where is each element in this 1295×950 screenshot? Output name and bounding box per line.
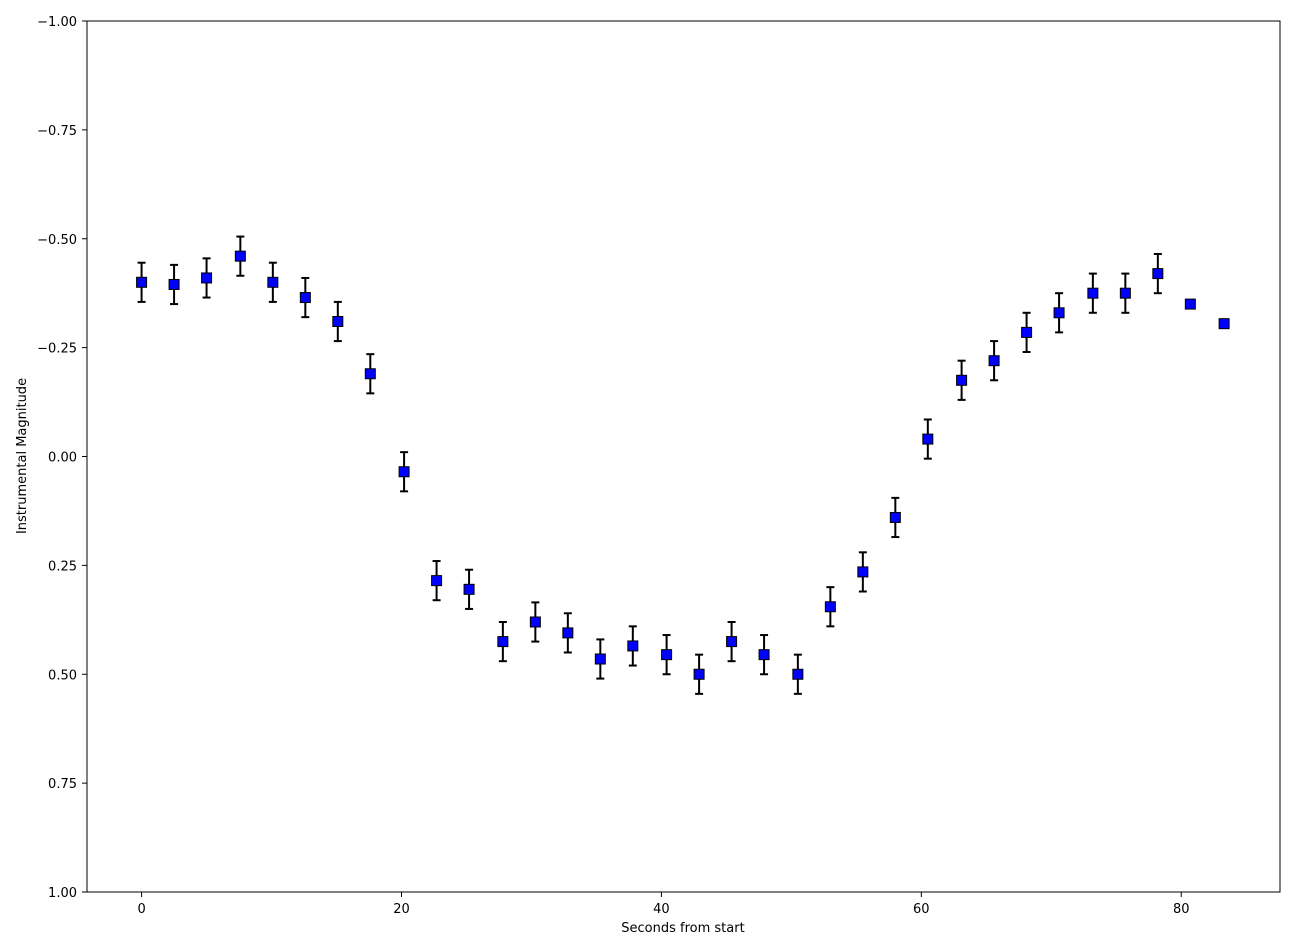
data-point [267, 276, 279, 288]
y-tick-label: −1.00 [37, 15, 77, 30]
data-point [693, 668, 705, 680]
x-tick-label: 60 [913, 902, 930, 917]
data-point [529, 616, 541, 628]
plot-frame [86, 20, 1281, 893]
data-point [234, 250, 246, 262]
data-point [661, 649, 673, 661]
data-point [726, 636, 738, 648]
data-point [332, 315, 344, 327]
data-points [136, 250, 1230, 680]
data-point [497, 636, 509, 648]
data-point [562, 627, 574, 639]
x-tick-label: 0 [137, 902, 145, 917]
data-point [299, 292, 311, 304]
data-point [594, 653, 606, 665]
data-point [1218, 318, 1230, 330]
data-point [956, 374, 968, 386]
y-tick-label: −0.25 [37, 342, 77, 357]
data-point [1184, 298, 1196, 310]
data-point [627, 640, 639, 652]
y-tick-label: −0.50 [37, 233, 77, 248]
x-tick-label: 80 [1173, 902, 1190, 917]
data-point [364, 368, 376, 380]
data-point [136, 276, 148, 288]
data-point [988, 355, 1000, 367]
y-axis-title: Instrumental Magnitude [15, 378, 30, 534]
x-tick-label: 40 [653, 902, 670, 917]
data-point [758, 649, 770, 661]
data-point [922, 433, 934, 445]
data-point [824, 601, 836, 613]
y-tick-label: 0.25 [48, 559, 77, 574]
y-tick-label: −0.75 [37, 124, 77, 139]
x-axis-title: Seconds from start [621, 921, 744, 936]
data-point [857, 566, 869, 578]
data-point [398, 466, 410, 478]
y-tick-label: 0.75 [48, 777, 77, 792]
data-point [792, 668, 804, 680]
data-point [431, 575, 443, 587]
data-point [1152, 268, 1164, 280]
y-tick-label: 0.00 [48, 451, 77, 466]
data-point [1119, 287, 1131, 299]
data-point [889, 511, 901, 523]
y-tick-label: 0.50 [48, 668, 77, 683]
data-point [1087, 287, 1099, 299]
data-point [1053, 307, 1065, 319]
axis-ticks: 0 20 40 60 80 −1.00 −0.75 −0.50 −0.25 0.00 0.25 0.5… [37, 15, 1189, 917]
x-tick-label: 20 [393, 902, 410, 917]
data-point [201, 272, 213, 284]
y-tick-label: 1.00 [48, 886, 77, 901]
data-point [168, 278, 180, 290]
data-point [1021, 326, 1033, 338]
data-point [463, 583, 475, 595]
